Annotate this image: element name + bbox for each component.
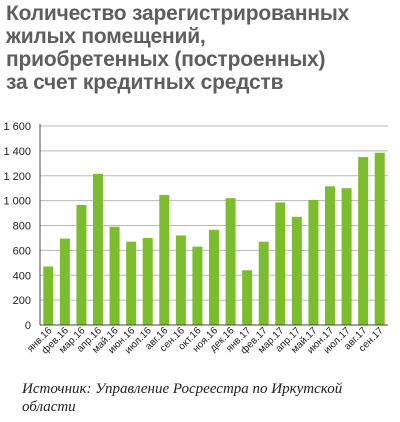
bar: [242, 270, 253, 325]
source-note: Источник: Управление Росреестра по Иркут…: [22, 381, 343, 415]
y-tick-label: 200: [13, 295, 31, 307]
y-tick-label: 800: [13, 221, 31, 233]
bar: [43, 266, 54, 325]
bar: [109, 226, 120, 325]
chart-title-line-2: жилых помещений,: [6, 25, 206, 48]
bar: [225, 198, 236, 325]
bar: [175, 235, 186, 325]
bar: [275, 202, 286, 325]
bar: [358, 157, 369, 325]
y-tick-label: 1 200: [3, 171, 31, 183]
y-tick-label: 400: [13, 270, 31, 282]
chart-title-line-4: за счет кредитных средств: [6, 71, 284, 94]
bar: [159, 195, 170, 325]
bar: [192, 246, 203, 325]
y-tick-label: 0: [25, 320, 31, 332]
bar: [59, 238, 70, 325]
bar: [76, 204, 87, 325]
bar: [308, 200, 319, 325]
bar: [325, 186, 335, 325]
bar: [209, 229, 219, 325]
y-tick-label: 1 600: [3, 121, 31, 133]
bar: [291, 216, 302, 325]
bar: [142, 237, 153, 325]
chart-title-line-1: Количество зарегистрированных: [6, 2, 350, 25]
bar: [374, 152, 385, 325]
bar: [126, 241, 137, 325]
chart-title: Количество зарегистрированных жилых поме…: [6, 2, 398, 94]
y-tick-label: 600: [13, 245, 31, 257]
chart-title-line-3: приобретенных (построенных): [6, 48, 326, 71]
bar: [341, 188, 352, 325]
bar: [258, 241, 269, 325]
y-tick-label: 1 000: [3, 196, 31, 208]
bar: [93, 173, 103, 325]
y-tick-label: 1 400: [3, 146, 31, 158]
